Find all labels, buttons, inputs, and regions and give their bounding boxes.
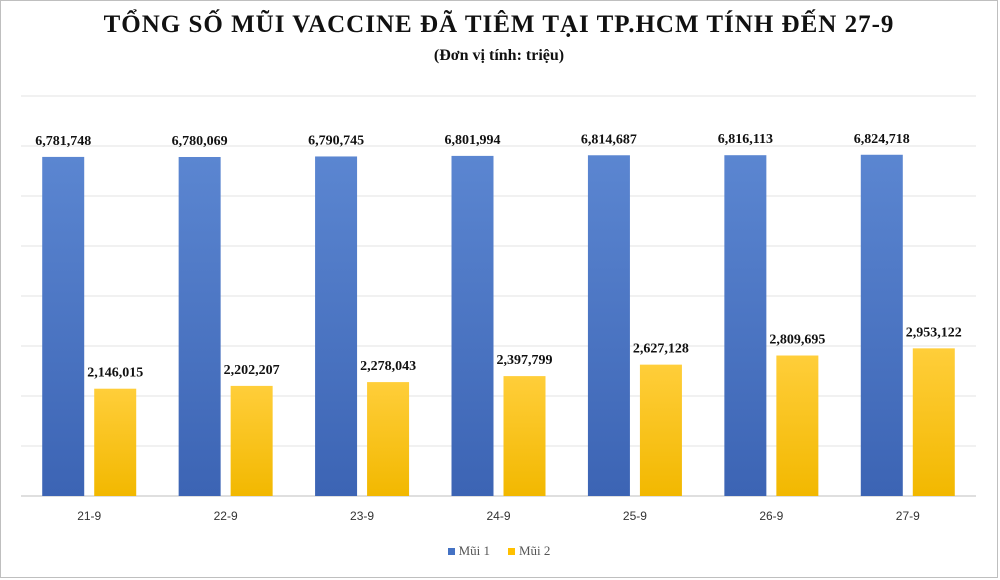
bar-series-2-26-9 [776, 355, 819, 496]
x-tick-label-25-9: 25-9 [623, 509, 647, 523]
data-label-series-1-27-9: 6,824,718 [854, 132, 910, 147]
legend-label-series-2: Mũi 2 [519, 543, 551, 558]
x-tick-label-23-9: 23-9 [350, 509, 374, 523]
x-tick-label-27-9: 27-9 [896, 509, 920, 523]
bar-series-2-25-9 [639, 364, 682, 496]
data-label-series-2-25-9: 2,627,128 [633, 342, 689, 357]
legend-item-series-1: Mũi 1 [447, 543, 490, 559]
data-label-series-1-26-9: 6,816,113 [718, 132, 773, 147]
bar-series-2-21-9 [94, 388, 137, 496]
x-tick-label-21-9: 21-9 [77, 509, 101, 523]
bar-series-1-24-9 [451, 155, 494, 496]
bars [42, 154, 955, 497]
bar-series-2-23-9 [367, 382, 410, 496]
data-label-series-2-26-9: 2,809,695 [769, 333, 825, 348]
legend-swatch-series-1 [447, 547, 455, 555]
data-label-series-2-21-9: 2,146,015 [87, 366, 143, 381]
legend-swatch-series-2 [508, 547, 515, 555]
bar-chart: 6,781,748 2,146,015 6,780,069 2,202,207 6,79… [21, 95, 976, 523]
gridlines [21, 95, 976, 497]
data-label-series-2-24-9: 2,397,799 [497, 353, 553, 368]
bar-series-2-24-9 [503, 376, 546, 496]
data-label-series-2-23-9: 2,278,043 [360, 359, 416, 374]
bar-series-1-21-9 [42, 156, 85, 496]
bar-series-1-25-9 [587, 155, 630, 496]
legend-item-series-2: Mũi 2 [508, 543, 550, 559]
x-tick-label-24-9: 24-9 [486, 509, 510, 523]
bar-series-1-23-9 [315, 156, 358, 496]
bar-series-2-27-9 [912, 348, 955, 496]
legend-label-series-1: Mũi 1 [458, 543, 490, 558]
data-label-series-1-24-9: 6,801,994 [445, 133, 501, 148]
data-labels: 6,781,748 2,146,015 6,780,069 2,202,207 6,79… [35, 132, 962, 381]
data-label-series-2-22-9: 2,202,207 [224, 363, 280, 378]
bar-series-1-22-9 [178, 156, 221, 496]
data-label-series-1-25-9: 6,814,687 [581, 132, 637, 147]
data-label-series-1-21-9: 6,781,748 [35, 134, 91, 149]
legend: Mũi 1 Mũi 2 [1, 543, 997, 559]
data-label-series-1-22-9: 6,780,069 [172, 134, 228, 149]
bar-series-1-27-9 [860, 154, 903, 496]
bar-series-2-22-9 [230, 385, 273, 496]
chart-subtitle: (Đơn vị tính: triệu) [433, 47, 565, 64]
data-label-series-1-23-9: 6,790,745 [308, 133, 364, 148]
x-axis-ticks: 21-9 22-9 23-9 24-9 25-9 26-9 27-9 [77, 509, 920, 523]
x-tick-label-26-9: 26-9 [759, 509, 783, 523]
data-label-series-2-27-9: 2,953,122 [906, 325, 962, 340]
bar-series-1-26-9 [724, 155, 767, 497]
chart-title: TỔNG SỐ MŨI VACCINE ĐÃ TIÊM TẠI TP.HCM T… [103, 11, 895, 38]
x-tick-label-22-9: 22-9 [214, 509, 238, 523]
